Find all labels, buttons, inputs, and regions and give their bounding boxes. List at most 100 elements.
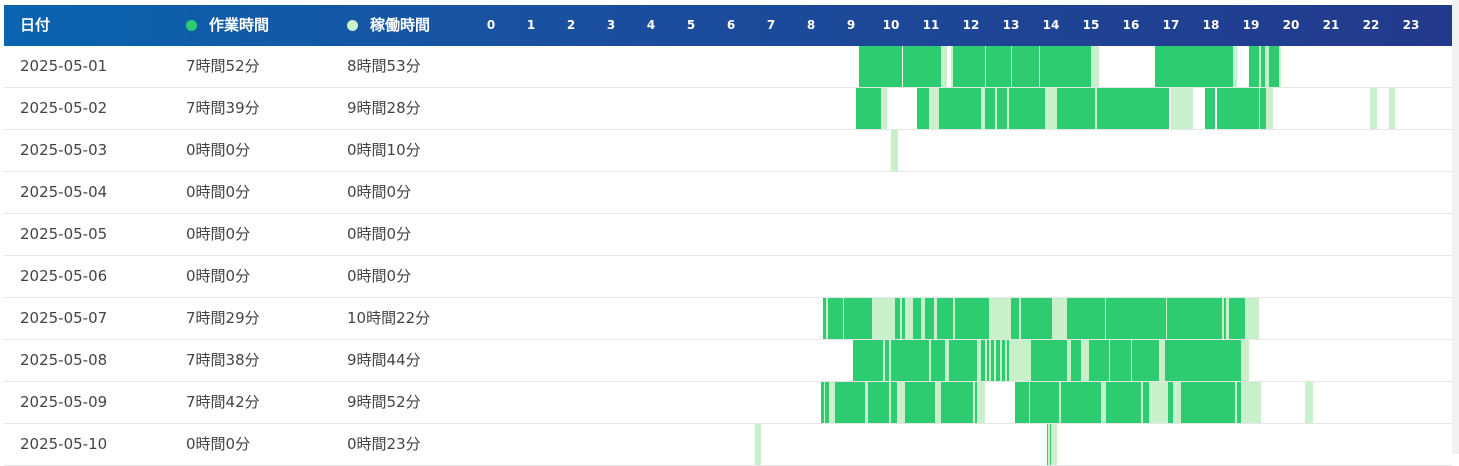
work-time-bar[interactable]	[835, 382, 865, 423]
date-cell: 2025-05-06	[20, 267, 108, 285]
hour-label-10: 10	[882, 18, 900, 32]
work-time-bar[interactable]	[913, 298, 921, 339]
work-time-bar[interactable]	[1237, 382, 1241, 423]
work-time-bar[interactable]	[949, 340, 977, 381]
work-time-bar[interactable]	[1057, 88, 1095, 129]
active-time-bar[interactable]	[1187, 88, 1193, 129]
hour-label-9: 9	[846, 18, 856, 32]
work-time-bar[interactable]	[1021, 298, 1052, 339]
work-time-bar[interactable]	[985, 46, 1011, 87]
vertical-scrollbar[interactable]	[1452, 0, 1459, 454]
work-time-bar[interactable]	[991, 340, 995, 381]
work-time-bar[interactable]	[1223, 298, 1227, 339]
work-time-bar[interactable]	[953, 46, 985, 87]
work-time-bar[interactable]	[901, 298, 905, 339]
work-time-bar[interactable]	[821, 382, 824, 423]
work-time-bar[interactable]	[1007, 340, 1009, 381]
work-time-bar[interactable]	[941, 382, 973, 423]
work-time-bar[interactable]	[997, 88, 1007, 129]
table-row[interactable]: 2025-05-02 7時間39分 9時間28分	[4, 88, 1452, 130]
work-time-bar[interactable]	[867, 382, 889, 423]
active-time-bar[interactable]	[1370, 88, 1377, 129]
work-time-bar[interactable]	[995, 340, 1001, 381]
work-time-bar[interactable]	[1047, 424, 1049, 465]
work-time-bar[interactable]	[955, 298, 989, 339]
work-time-bar[interactable]	[1165, 340, 1241, 381]
work-time-column-header[interactable]: 作業時間	[186, 5, 269, 46]
work-time-bar[interactable]	[1030, 382, 1059, 423]
work-time-bar[interactable]	[885, 340, 889, 381]
work-time-bar[interactable]	[917, 88, 929, 129]
work-time-bar[interactable]	[1093, 340, 1109, 381]
table-row[interactable]: 2025-05-04 0時間0分 0時間0分	[4, 172, 1452, 214]
work-time-bar[interactable]	[1249, 46, 1259, 87]
table-row[interactable]: 2025-05-09 7時間42分 9時間52分	[4, 382, 1452, 424]
work-time-bar[interactable]	[931, 340, 945, 381]
work-time-bar[interactable]	[905, 382, 935, 423]
work-time-bar[interactable]	[1205, 88, 1215, 129]
work-time-bar[interactable]	[985, 88, 995, 129]
work-time-bar[interactable]	[1181, 382, 1235, 423]
work-time-bar[interactable]	[891, 382, 897, 423]
work-time-bar[interactable]	[1089, 340, 1093, 381]
table-row[interactable]: 2025-05-05 0時間0分 0時間0分	[4, 214, 1452, 256]
work-time-bar[interactable]	[855, 88, 881, 129]
active-time-bar[interactable]	[1233, 46, 1237, 87]
work-time-bar[interactable]	[1217, 88, 1259, 129]
table-row[interactable]: 2025-05-07 7時間29分 10時間22分	[4, 298, 1452, 340]
table-row[interactable]: 2025-05-06 0時間0分 0時間0分	[4, 256, 1452, 298]
date-cell: 2025-05-03	[20, 141, 108, 159]
work-time-bar[interactable]	[1106, 382, 1141, 423]
work-time-bar[interactable]	[1229, 298, 1245, 339]
active-time-bar[interactable]	[1171, 88, 1187, 129]
work-time-bar[interactable]	[939, 88, 981, 129]
work-time-bar[interactable]	[1097, 88, 1169, 129]
work-time-bar[interactable]	[1009, 88, 1045, 129]
work-time-bar[interactable]	[827, 298, 843, 339]
table-row[interactable]: 2025-05-10 0時間0分 0時間23分	[4, 424, 1452, 466]
work-time-bar[interactable]	[1061, 382, 1101, 423]
work-time-bar[interactable]	[823, 298, 826, 339]
active-time-bar[interactable]	[1389, 88, 1395, 129]
work-time-bar[interactable]	[1155, 46, 1233, 87]
work-time-bar[interactable]	[1131, 340, 1159, 381]
active-time-column-header[interactable]: 稼働時間	[347, 5, 430, 46]
table-row[interactable]: 2025-05-08 7時間38分 9時間44分	[4, 340, 1452, 382]
work-time-bar[interactable]	[1011, 298, 1019, 339]
work-time-bar[interactable]	[1002, 340, 1005, 381]
work-time-bar[interactable]	[981, 340, 985, 381]
work-time-bar[interactable]	[1049, 424, 1051, 465]
work-time-bar[interactable]	[825, 382, 829, 423]
work-time-bar[interactable]	[1031, 340, 1067, 381]
active-time-bar[interactable]	[1305, 382, 1313, 423]
work-time-bar[interactable]	[891, 340, 929, 381]
active-time-bar[interactable]	[891, 130, 899, 171]
work-time-bar[interactable]	[975, 382, 977, 423]
work-time-bar[interactable]	[1039, 46, 1091, 87]
work-time-bar[interactable]	[925, 298, 935, 339]
work-time-bar[interactable]	[1015, 382, 1029, 423]
work-time-bar[interactable]	[937, 298, 953, 339]
work-time-bar[interactable]	[987, 340, 989, 381]
date-column-header[interactable]: 日付	[20, 16, 51, 34]
work-time-bar[interactable]	[1269, 46, 1279, 87]
work-time-bar[interactable]	[1071, 340, 1081, 381]
work-time-bar[interactable]	[1167, 298, 1223, 339]
table-row[interactable]: 2025-05-01 7時間52分 8時間53分	[4, 46, 1452, 88]
work-time-bar[interactable]	[1261, 46, 1265, 87]
work-time-bar[interactable]	[895, 298, 900, 339]
work-time-bar[interactable]	[903, 46, 941, 87]
work-time-bar[interactable]	[1106, 298, 1167, 339]
work-time-bar[interactable]	[1143, 382, 1149, 423]
work-time-bar[interactable]	[1167, 382, 1173, 423]
work-time-bar[interactable]	[1067, 298, 1105, 339]
work-time-bar[interactable]	[843, 298, 872, 339]
table-row[interactable]: 2025-05-03 0時間0分 0時間10分	[4, 130, 1452, 172]
work-time-bar[interactable]	[1011, 46, 1039, 87]
active-time-bar[interactable]	[1047, 424, 1057, 465]
work-time-bar[interactable]	[1259, 88, 1267, 129]
active-time-bar[interactable]	[755, 424, 761, 465]
work-time-bar[interactable]	[853, 340, 883, 381]
work-time-bar[interactable]	[859, 46, 902, 87]
work-time-bar[interactable]	[1109, 340, 1131, 381]
